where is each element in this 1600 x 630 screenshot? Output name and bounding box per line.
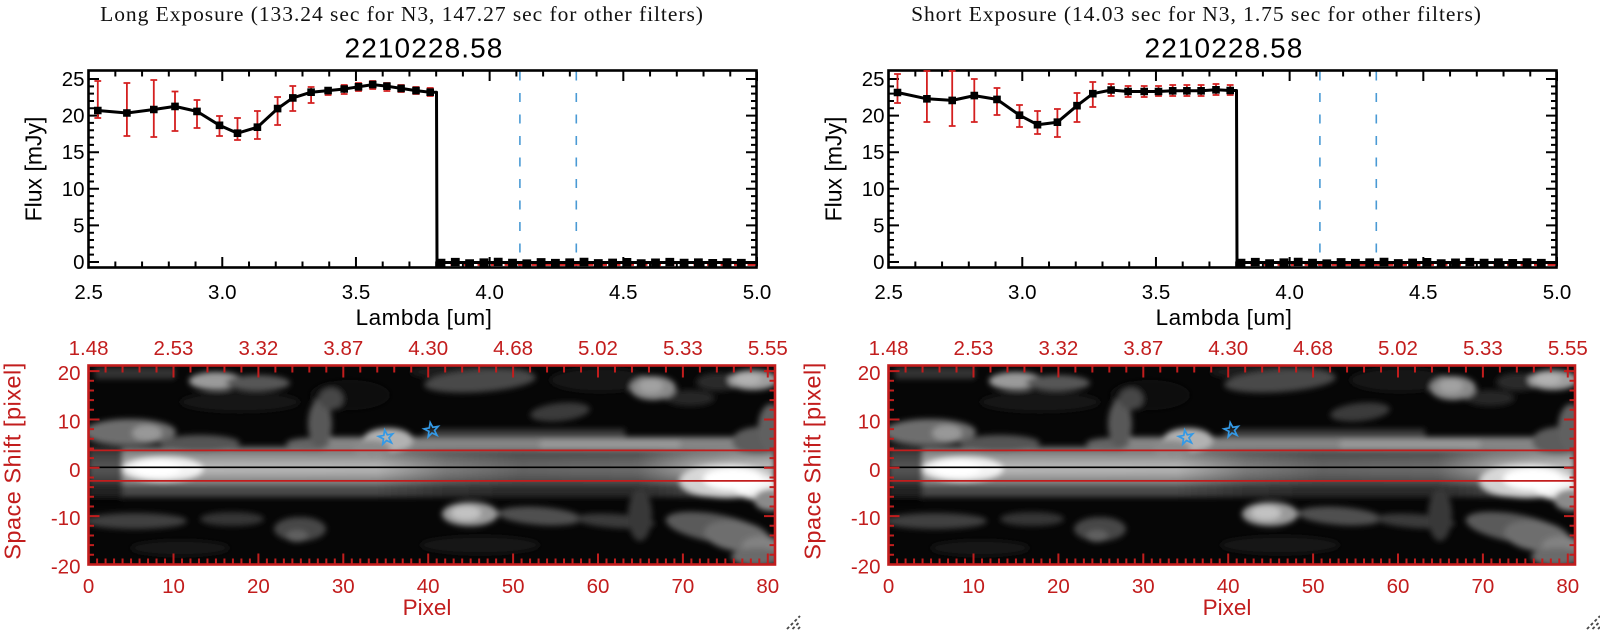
svg-text:0: 0: [69, 459, 80, 482]
svg-text:4.30: 4.30: [1208, 337, 1248, 360]
svg-text:3.32: 3.32: [1038, 337, 1078, 360]
svg-text:3.87: 3.87: [1123, 337, 1163, 360]
svg-text:0: 0: [83, 575, 94, 598]
svg-text:3.87: 3.87: [323, 337, 363, 360]
svg-text:3.5: 3.5: [1142, 281, 1171, 304]
svg-text:25: 25: [62, 68, 85, 91]
svg-text:4.68: 4.68: [493, 337, 533, 360]
svg-text:2.53: 2.53: [154, 337, 194, 360]
svg-text:2.5: 2.5: [874, 281, 903, 304]
svg-text:20: 20: [62, 105, 85, 128]
svg-text:10: 10: [862, 178, 885, 201]
svg-text:1.48: 1.48: [869, 337, 909, 360]
svg-text:-10: -10: [51, 507, 81, 530]
svg-text:5.55: 5.55: [748, 337, 788, 360]
svg-text:5.33: 5.33: [1463, 337, 1503, 360]
svg-text:0: 0: [873, 251, 884, 274]
svg-text:60: 60: [587, 575, 610, 598]
svg-text:30: 30: [1132, 575, 1155, 598]
svg-text:20: 20: [58, 362, 81, 385]
svg-text:3.5: 3.5: [342, 281, 371, 304]
svg-text:-20: -20: [51, 556, 81, 579]
svg-text:0: 0: [73, 251, 84, 274]
svg-text:Flux [mJy]: Flux [mJy]: [21, 117, 47, 222]
svg-text:Long Exposure (133.24 sec for: Long Exposure (133.24 sec for N3, 147.27…: [100, 2, 704, 26]
svg-text:10: 10: [62, 178, 85, 201]
svg-text:2.53: 2.53: [954, 337, 994, 360]
svg-text:Pixel: Pixel: [403, 595, 452, 620]
svg-text:20: 20: [858, 362, 881, 385]
svg-text:-20: -20: [851, 556, 881, 579]
svg-text:0: 0: [883, 575, 894, 598]
svg-text:2.5: 2.5: [74, 281, 103, 304]
svg-text:5.33: 5.33: [663, 337, 703, 360]
svg-text:Lambda [um]: Lambda [um]: [1156, 305, 1293, 330]
svg-text:50: 50: [1302, 575, 1325, 598]
svg-text:5: 5: [873, 214, 884, 237]
svg-text:3.32: 3.32: [238, 337, 278, 360]
svg-text:5.02: 5.02: [1378, 337, 1418, 360]
svg-text:Short Exposure (14.03 sec for: Short Exposure (14.03 sec for N3, 1.75 s…: [911, 2, 1482, 26]
svg-text:4.68: 4.68: [1293, 337, 1333, 360]
svg-text:10: 10: [58, 411, 81, 434]
svg-text:5.0: 5.0: [743, 281, 772, 304]
svg-text:Flux [mJy]: Flux [mJy]: [821, 117, 847, 222]
svg-text:20: 20: [862, 105, 885, 128]
svg-text:1.48: 1.48: [69, 337, 109, 360]
svg-text:4.0: 4.0: [1275, 281, 1304, 304]
svg-text:10: 10: [858, 411, 881, 434]
svg-text:25: 25: [862, 68, 885, 91]
svg-text:70: 70: [671, 575, 694, 598]
svg-text:3.0: 3.0: [208, 281, 237, 304]
svg-text:Pixel: Pixel: [1203, 595, 1252, 620]
svg-text:5: 5: [73, 214, 84, 237]
svg-text:0: 0: [869, 459, 880, 482]
svg-text:2210228.58: 2210228.58: [1145, 33, 1304, 64]
svg-text:Space Shift [pixel]: Space Shift [pixel]: [0, 362, 26, 560]
svg-text:5.02: 5.02: [578, 337, 618, 360]
svg-text:60: 60: [1387, 575, 1410, 598]
svg-text:80: 80: [1556, 575, 1579, 598]
svg-text:4.30: 4.30: [408, 337, 448, 360]
svg-text:2210228.58: 2210228.58: [345, 33, 504, 64]
svg-text:70: 70: [1471, 575, 1494, 598]
svg-text:20: 20: [247, 575, 270, 598]
svg-text:Lambda [um]: Lambda [um]: [356, 305, 493, 330]
svg-text:50: 50: [502, 575, 525, 598]
svg-text:30: 30: [332, 575, 355, 598]
svg-text:4.5: 4.5: [609, 281, 638, 304]
svg-text:40: 40: [417, 575, 440, 598]
svg-text:80: 80: [756, 575, 779, 598]
svg-text:5.0: 5.0: [1543, 281, 1572, 304]
svg-text:4.5: 4.5: [1409, 281, 1438, 304]
svg-text:4.0: 4.0: [475, 281, 504, 304]
svg-text:-10: -10: [851, 507, 881, 530]
svg-text:15: 15: [862, 141, 885, 164]
svg-text:40: 40: [1217, 575, 1240, 598]
svg-text:10: 10: [162, 575, 185, 598]
svg-text:15: 15: [62, 141, 85, 164]
svg-text:Space Shift [pixel]: Space Shift [pixel]: [800, 362, 826, 560]
svg-text:10: 10: [962, 575, 985, 598]
svg-text:3.0: 3.0: [1008, 281, 1037, 304]
svg-text:20: 20: [1047, 575, 1070, 598]
svg-text:5.55: 5.55: [1548, 337, 1588, 360]
